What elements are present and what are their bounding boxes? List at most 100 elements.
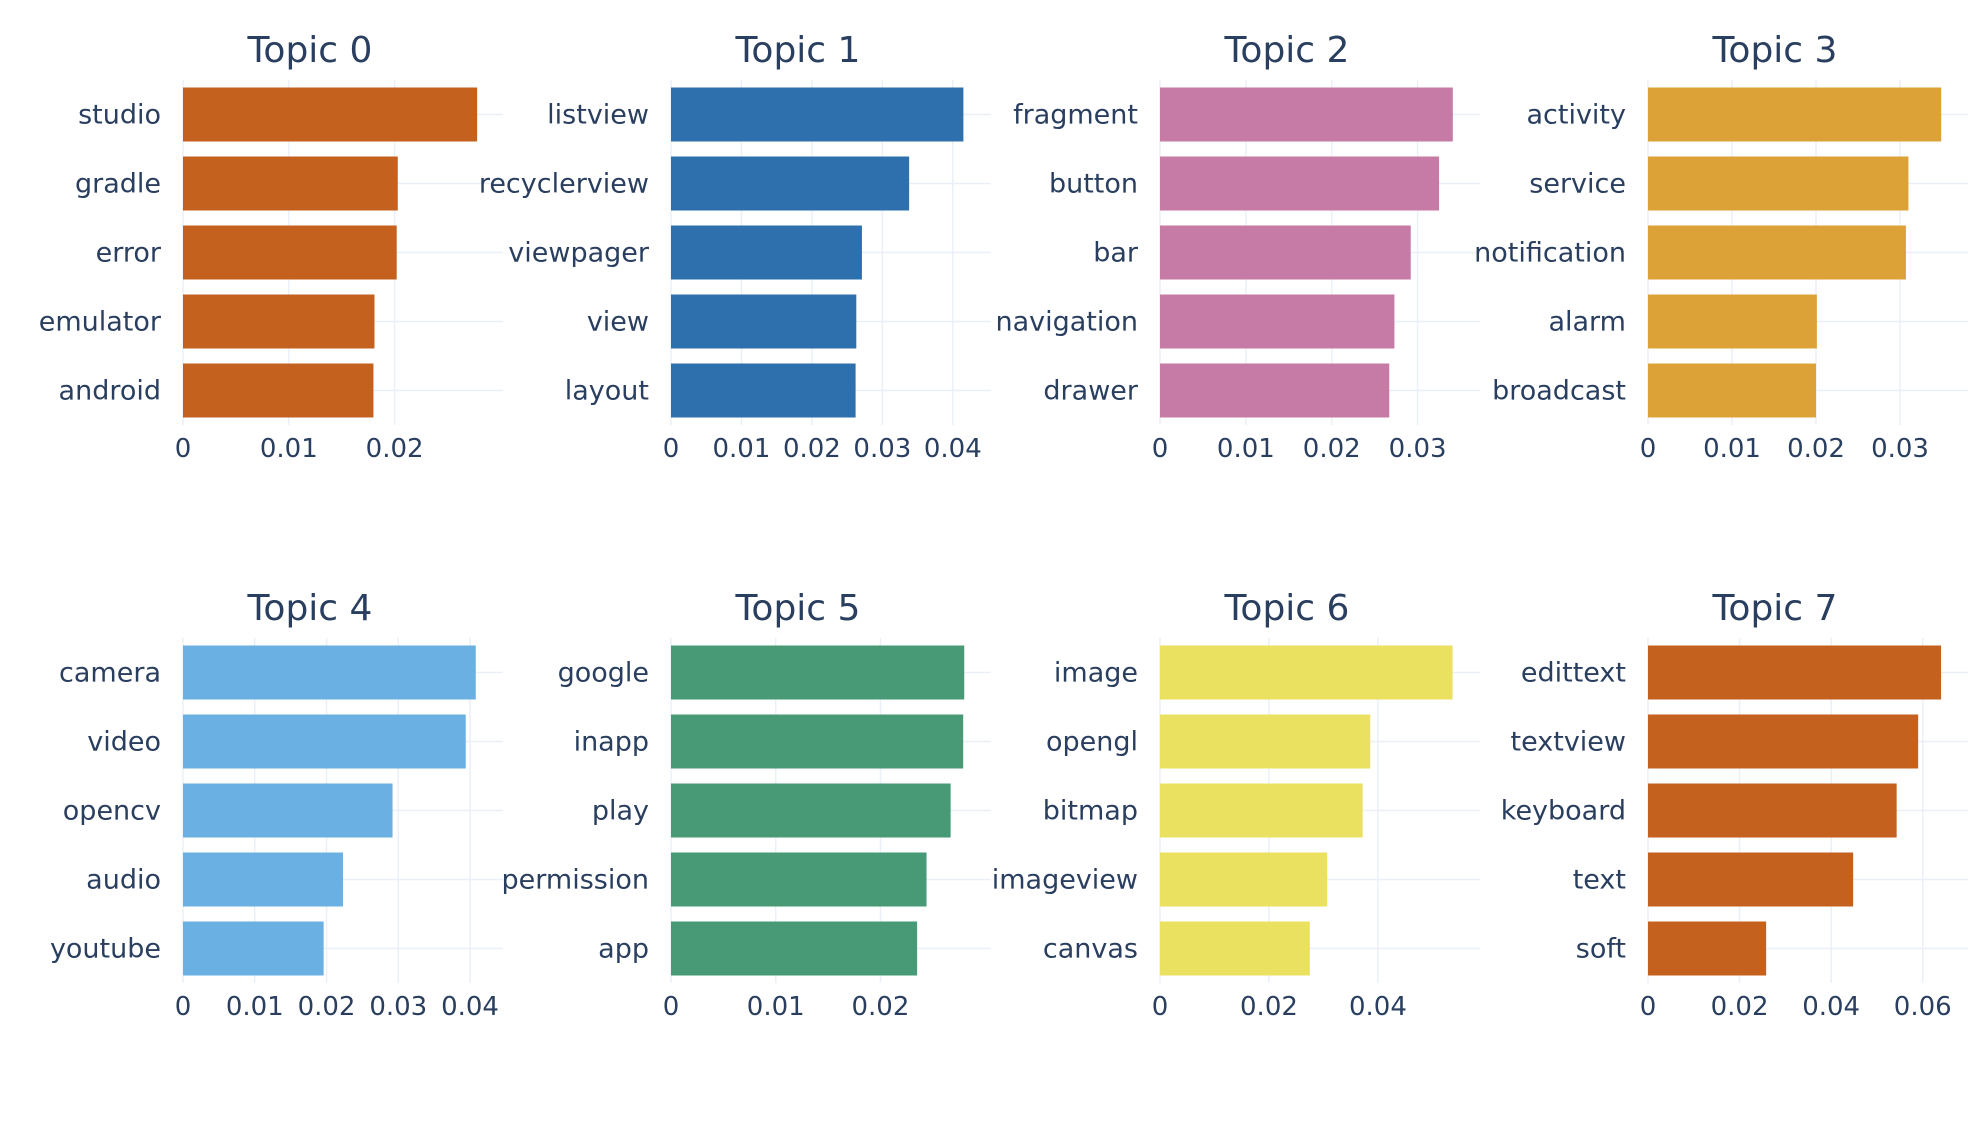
x-tick-label: 0 [1152, 434, 1169, 464]
bar-camera [183, 645, 476, 700]
bar-textview [1648, 714, 1919, 769]
x-tick-label: 0.01 [260, 434, 318, 464]
panel-topic-5: Topic 5 google inapp play permission app 0 0.01… [502, 588, 991, 1022]
bar-alarm [1648, 294, 1817, 349]
bar-image [1160, 645, 1453, 700]
bar-broadcast [1648, 363, 1817, 418]
category-label: service [1529, 169, 1626, 200]
bar-youtube [183, 921, 324, 976]
bar-notification [1648, 225, 1906, 280]
bar-fragment [1160, 87, 1453, 142]
category-label: image [1054, 658, 1138, 689]
bar-app [671, 921, 918, 976]
category-label: text [1573, 865, 1626, 896]
panel-title: Topic 0 [247, 30, 373, 71]
bar-recyclerview [671, 156, 910, 211]
bar-service [1648, 156, 1909, 211]
category-label: edittext [1521, 658, 1626, 689]
bar-bar [1160, 225, 1411, 280]
x-tick-label: 0.01 [1217, 434, 1275, 464]
bar-emulator [183, 294, 375, 349]
category-label: bar [1093, 238, 1139, 269]
category-label: soft [1576, 934, 1626, 965]
bar-canvas [1160, 921, 1310, 976]
x-tick-label: 0.04 [1349, 992, 1407, 1022]
category-label: button [1049, 169, 1138, 200]
panel-topic-6: Topic 6 image opengl bitmap imageview canvas 0… [992, 588, 1480, 1022]
category-label: opencv [63, 796, 161, 827]
bar-button [1160, 156, 1440, 211]
bar-android [183, 363, 374, 418]
category-label: youtube [50, 934, 161, 965]
category-label: bitmap [1043, 796, 1138, 827]
bar-opengl [1160, 714, 1371, 769]
x-tick-label: 0.02 [298, 992, 356, 1022]
category-label: android [59, 376, 161, 407]
category-label: opengl [1046, 727, 1138, 758]
bar-studio [183, 87, 478, 142]
category-label: play [592, 796, 649, 827]
panel-title: Topic 5 [735, 588, 861, 629]
category-label: view [587, 307, 649, 338]
panel-title: Topic 7 [1712, 588, 1838, 629]
panel-topic-7: Topic 7 edittext textview keyboard text soft 0… [1501, 588, 1968, 1022]
x-tick-label: 0.01 [226, 992, 284, 1022]
category-label: broadcast [1492, 376, 1626, 407]
panel-title: Topic 3 [1712, 30, 1838, 71]
bar-edittext [1648, 645, 1942, 700]
panel-title: Topic 4 [247, 588, 373, 629]
x-tick-label: 0.04 [924, 434, 982, 464]
x-tick-label: 0.02 [1303, 434, 1361, 464]
x-tick-label: 0.04 [1802, 992, 1860, 1022]
category-label: video [87, 727, 161, 758]
category-label: audio [86, 865, 161, 896]
bar-drawer [1160, 363, 1390, 418]
category-label: canvas [1043, 934, 1138, 965]
x-tick-label: 0.03 [1389, 434, 1447, 464]
x-tick-label: 0.02 [852, 992, 910, 1022]
x-tick-label: 0.02 [1240, 992, 1298, 1022]
category-label: camera [59, 658, 161, 689]
category-label: recyclerview [479, 169, 649, 200]
x-tick-label: 0.02 [1711, 992, 1769, 1022]
x-tick-label: 0.01 [747, 992, 805, 1022]
panel-topic-2: Topic 2 fragment button bar navigation drawer… [995, 30, 1480, 464]
x-tick-label: 0.06 [1894, 992, 1952, 1022]
category-label: viewpager [508, 238, 650, 269]
category-label: studio [78, 100, 161, 131]
x-tick-label: 0.01 [713, 434, 771, 464]
bar-soft [1648, 921, 1767, 976]
x-tick-label: 0.04 [441, 992, 499, 1022]
bar-keyboard [1648, 783, 1897, 838]
x-tick-label: 0 [1152, 992, 1169, 1022]
category-label: google [558, 658, 649, 689]
x-tick-label: 0 [175, 992, 192, 1022]
x-tick-label: 0.01 [1703, 434, 1761, 464]
x-tick-label: 0 [663, 434, 680, 464]
x-tick-label: 0.02 [366, 434, 424, 464]
bar-audio [183, 852, 344, 907]
category-label: gradle [75, 169, 161, 200]
bar-activity [1648, 87, 1942, 142]
category-label: keyboard [1501, 796, 1626, 827]
panel-topic-3: Topic 3 activity service notification alarm b… [1474, 30, 1968, 464]
bar-viewpager [671, 225, 862, 280]
x-tick-label: 0 [175, 434, 192, 464]
bar-listview [671, 87, 964, 142]
category-label: error [96, 238, 162, 269]
bar-google [671, 645, 965, 700]
category-label: imageview [992, 865, 1138, 896]
x-tick-label: 0.03 [853, 434, 911, 464]
category-label: listview [547, 100, 649, 131]
category-label: layout [565, 376, 649, 407]
bar-opencv [183, 783, 393, 838]
bar-layout [671, 363, 856, 418]
category-label: textview [1511, 727, 1626, 758]
bar-permission [671, 852, 927, 907]
bar-view [671, 294, 857, 349]
panel-topic-1: Topic 1 listview recyclerview viewpager view… [479, 30, 991, 464]
x-tick-label: 0.03 [369, 992, 427, 1022]
bar-navigation [1160, 294, 1395, 349]
bar-bitmap [1160, 783, 1363, 838]
